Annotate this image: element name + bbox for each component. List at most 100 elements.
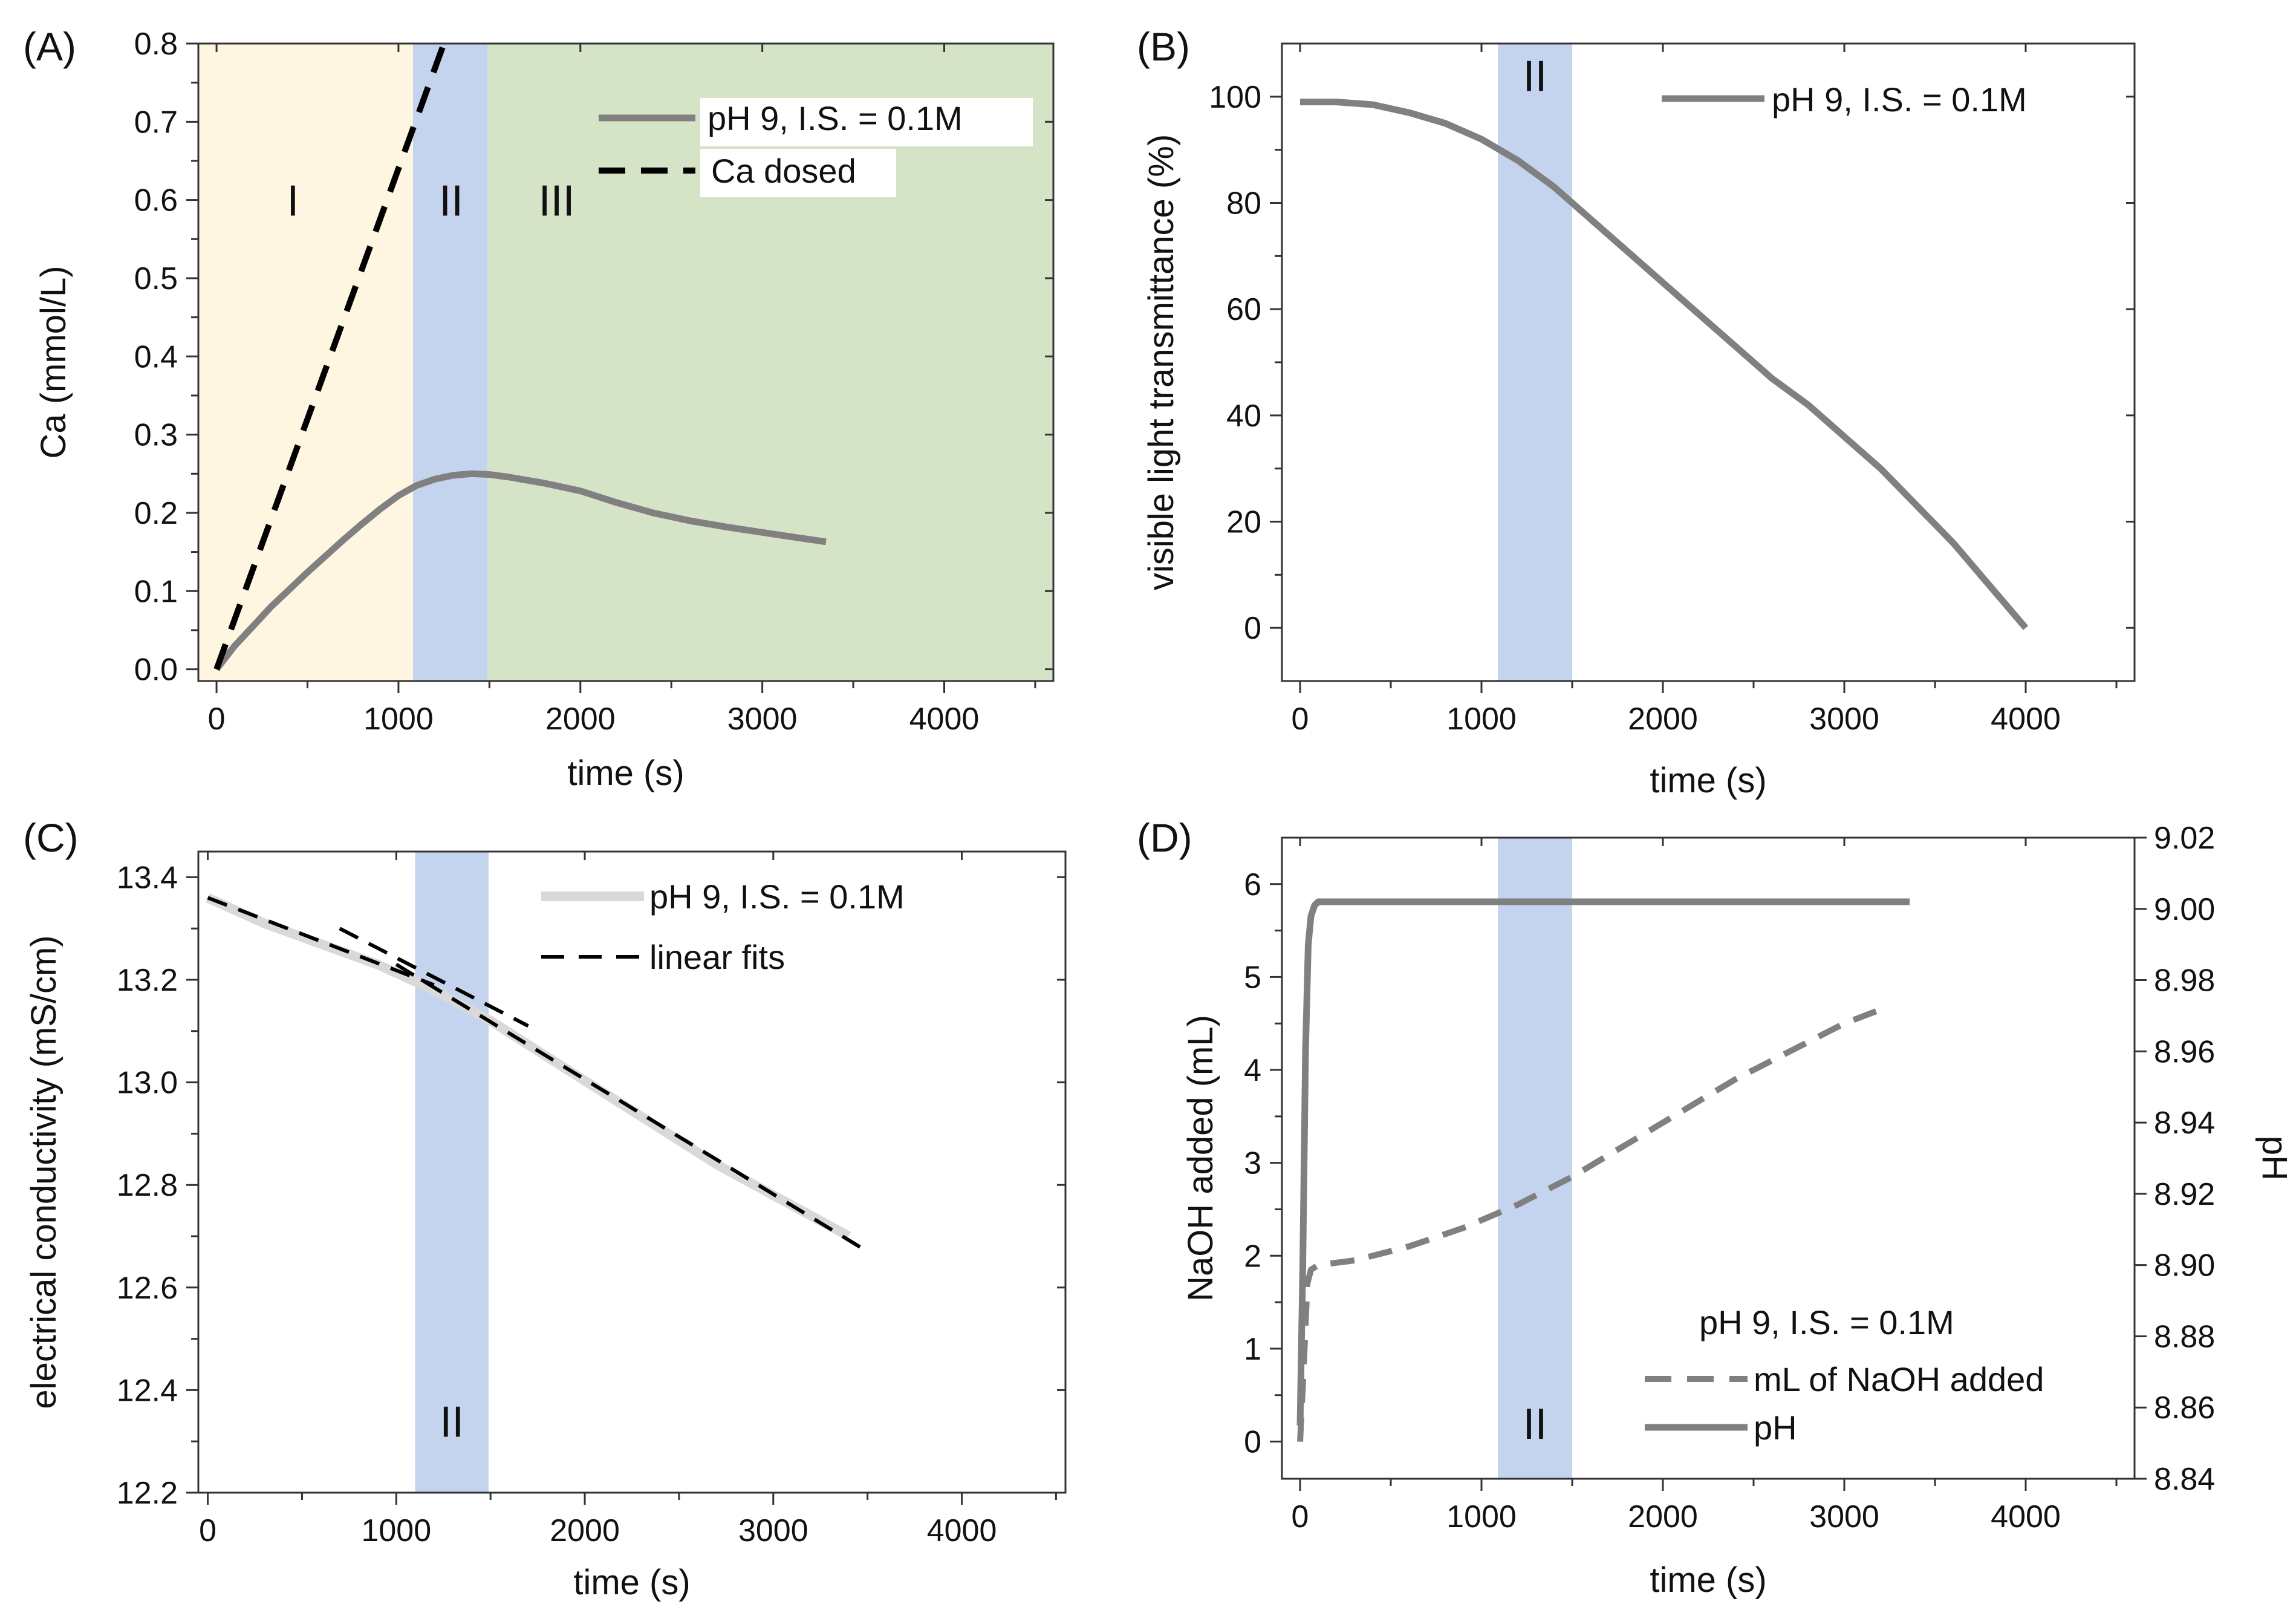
y-tick-label-0: 0.0 xyxy=(134,653,178,688)
x-tick-label-2: 2000 xyxy=(1628,702,1698,737)
y-right-tick-label-1: 8.86 xyxy=(2154,1390,2215,1426)
region-0-shade xyxy=(198,44,414,681)
series-1-line xyxy=(207,896,435,987)
y-tick-label-2: 40 xyxy=(1226,399,1261,434)
region-0-label: I xyxy=(287,177,299,226)
y-tick-label-1: 20 xyxy=(1226,505,1261,540)
region-0-label: II xyxy=(1523,53,1547,101)
legend-label-1: linear fits xyxy=(649,938,785,976)
x-tick-label-4: 4000 xyxy=(1991,1499,2061,1534)
region-0-shade xyxy=(1498,44,1572,681)
legend-label-1: pH xyxy=(1754,1409,1797,1447)
y-right-tick-label-6: 8.96 xyxy=(2154,1034,2215,1069)
y-tick-label-5: 5 xyxy=(1244,960,1261,995)
y-axis-title: Ca (mmol/L) xyxy=(34,266,73,458)
region-1-label: II xyxy=(439,177,463,226)
y-right-tick-label-9: 9.02 xyxy=(2154,821,2215,856)
x-tick-label-1: 1000 xyxy=(363,702,434,737)
y-tick-label-4: 80 xyxy=(1226,186,1261,221)
x-tick-label-4: 4000 xyxy=(1991,702,2061,737)
y-right-tick-label-7: 8.98 xyxy=(2154,963,2215,999)
legend: pH 9, I.S. = 0.1M xyxy=(1662,80,2027,119)
y-tick-label-6: 13.4 xyxy=(117,860,178,895)
series-1-line xyxy=(1296,898,1910,1426)
series-0-line xyxy=(213,470,827,671)
series-1-line xyxy=(213,44,447,671)
y-tick-label-1: 1 xyxy=(1244,1332,1261,1367)
legend-label-0: pH 9, I.S. = 0.1M xyxy=(649,878,905,916)
y-tick-label-5: 0.5 xyxy=(134,261,178,296)
x-tick-label-0: 0 xyxy=(208,702,226,737)
y-tick-label-3: 0.3 xyxy=(134,418,178,453)
legend: pH 9, I.S. = 0.1M Ca dosed xyxy=(599,98,1033,197)
x-tick-label-1: 1000 xyxy=(1446,1499,1517,1534)
panel-b: II 0 1000 2000 3000 4000 0 20 40 60 80 100 time (s) v… xyxy=(1137,24,2136,800)
y-right-tick-label-3: 8.90 xyxy=(2154,1248,2215,1283)
x-tick-label-1: 1000 xyxy=(1446,702,1517,737)
plot-frame xyxy=(197,850,1067,1494)
region-0-label: II xyxy=(440,1398,464,1446)
plot-frame xyxy=(1281,836,2136,1480)
region-1-shade xyxy=(413,44,488,681)
x-tick-label-2: 2000 xyxy=(550,1513,620,1548)
y-right-tick-label-2: 8.88 xyxy=(2154,1319,2215,1354)
x-tick-label-4: 4000 xyxy=(927,1513,997,1548)
y-tick-label-8: 0.8 xyxy=(134,27,178,62)
panel-d: II 0 1000 2000 3000 4000 0 1 2 3 4 5 6 8.84 8.86 8.88 8.… xyxy=(1137,815,2294,1600)
panel-c: II 0 1000 2000 3000 4000 12.2 12.4 12.6 12.8 13.0 1… xyxy=(23,815,1067,1602)
legend-label-1: Ca dosed xyxy=(711,152,856,190)
x-tick-label-2: 2000 xyxy=(1628,1499,1698,1534)
y-right-tick-label-0: 8.84 xyxy=(2154,1462,2215,1497)
x-axis-title: time (s) xyxy=(1650,1560,1766,1600)
y-tick-label-4: 4 xyxy=(1244,1053,1261,1088)
panel-label: (A) xyxy=(23,24,76,69)
plot-frame xyxy=(1281,42,2136,682)
x-tick-label-3: 3000 xyxy=(738,1513,808,1548)
y-tick-label-5: 13.2 xyxy=(117,963,178,998)
y-tick-label-1: 0.1 xyxy=(134,574,178,609)
y-tick-label-6: 6 xyxy=(1244,867,1261,902)
y-axis-title: visible light transmittance (%) xyxy=(1142,134,1181,590)
x-tick-label-3: 3000 xyxy=(1809,702,1879,737)
y-tick-label-5: 100 xyxy=(1209,80,1261,115)
plot-frame xyxy=(197,42,1055,682)
legend-bg-1 xyxy=(700,98,1033,146)
series-3-line xyxy=(395,963,869,1253)
x-axis-title: time (s) xyxy=(573,1563,690,1602)
legend-title: pH 9, I.S. = 0.1M xyxy=(1699,1303,1954,1341)
y-tick-label-3: 3 xyxy=(1244,1146,1261,1181)
y-tick-label-3: 60 xyxy=(1226,292,1261,327)
y-tick-label-0: 0 xyxy=(1244,611,1261,646)
legend-label-0: pH 9, I.S. = 0.1M xyxy=(707,99,963,137)
y-tick-label-1: 12.4 xyxy=(117,1373,178,1408)
x-tick-label-0: 0 xyxy=(1292,702,1309,737)
y-right-tick-label-4: 8.92 xyxy=(2154,1177,2215,1212)
x-tick-label-2: 2000 xyxy=(545,702,616,737)
x-axis-title: time (s) xyxy=(567,754,684,793)
y-tick-label-0: 12.2 xyxy=(117,1476,178,1511)
y-axis-title-right: pH xyxy=(2255,1136,2294,1181)
region-0-shade xyxy=(415,852,489,1493)
panel-label: (D) xyxy=(1137,815,1192,860)
region-0-label: II xyxy=(1523,1400,1547,1449)
x-tick-label-3: 3000 xyxy=(1809,1499,1879,1534)
y-tick-label-2: 0.2 xyxy=(134,496,178,531)
x-tick-label-1: 1000 xyxy=(361,1513,431,1548)
y-axis-title: electrical conductivity (mS/cm) xyxy=(24,935,63,1409)
x-tick-label-4: 4000 xyxy=(909,702,980,737)
panel-label: (B) xyxy=(1137,24,1190,69)
y-tick-label-6: 0.6 xyxy=(134,183,178,218)
legend: pH 9, I.S. = 0.1M linear fits xyxy=(541,878,905,976)
y-right-tick-label-8: 9.00 xyxy=(2154,892,2215,927)
x-tick-label-3: 3000 xyxy=(727,702,798,737)
legend-label-0: pH 9, I.S. = 0.1M xyxy=(1772,80,2027,119)
panel-label: (C) xyxy=(23,815,79,860)
y-tick-label-3: 12.8 xyxy=(117,1168,178,1203)
x-tick-label-0: 0 xyxy=(199,1513,216,1548)
y-tick-label-4: 13.0 xyxy=(117,1066,178,1101)
y-axis-title: NaOH added (mL) xyxy=(1181,1015,1220,1302)
legend-label-0: mL of NaOH added xyxy=(1754,1360,2044,1398)
y-tick-label-0: 0 xyxy=(1244,1425,1261,1460)
